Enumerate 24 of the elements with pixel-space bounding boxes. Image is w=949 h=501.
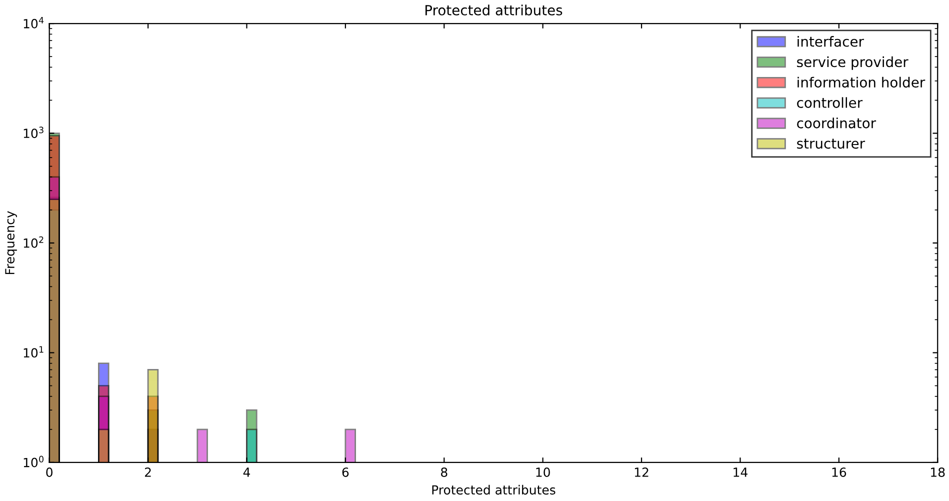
x-tick-label: 14 (734, 468, 748, 477)
legend-label: service provider (797, 56, 908, 70)
legend-label: information holder (798, 76, 926, 88)
y-tick-label: 10$^{1}$ (24, 346, 44, 358)
y-tick-label: 10$^{0}$ (24, 456, 44, 468)
x-tick-label: 16 (832, 468, 846, 477)
legend-label: structurer (797, 138, 866, 149)
legend-label: controller (797, 97, 863, 108)
y-tick-label: 10$^{4}$ (24, 17, 44, 28)
x-tick-label: 4 (243, 468, 250, 477)
y-axis-title: Frequency (5, 211, 17, 274)
x-axis-title: Protected attributes (432, 484, 556, 495)
x-tick-label: 6 (342, 468, 349, 477)
x-tick-label: 8 (441, 468, 448, 477)
legend-label: coordinator (797, 118, 876, 128)
x-tick-label: 18 (931, 468, 945, 477)
x-tick-label: 12 (634, 468, 648, 477)
x-tick-label: 0 (46, 468, 52, 477)
chart-title: Protected attributes (425, 4, 562, 16)
y-tick-label: 10$^{3}$ (24, 126, 44, 138)
y-tick-label: 10$^{2}$ (24, 236, 44, 248)
legend-label: interfacer (798, 36, 864, 47)
x-tick-label: 2 (144, 468, 151, 477)
x-tick-label: 10 (536, 468, 550, 477)
